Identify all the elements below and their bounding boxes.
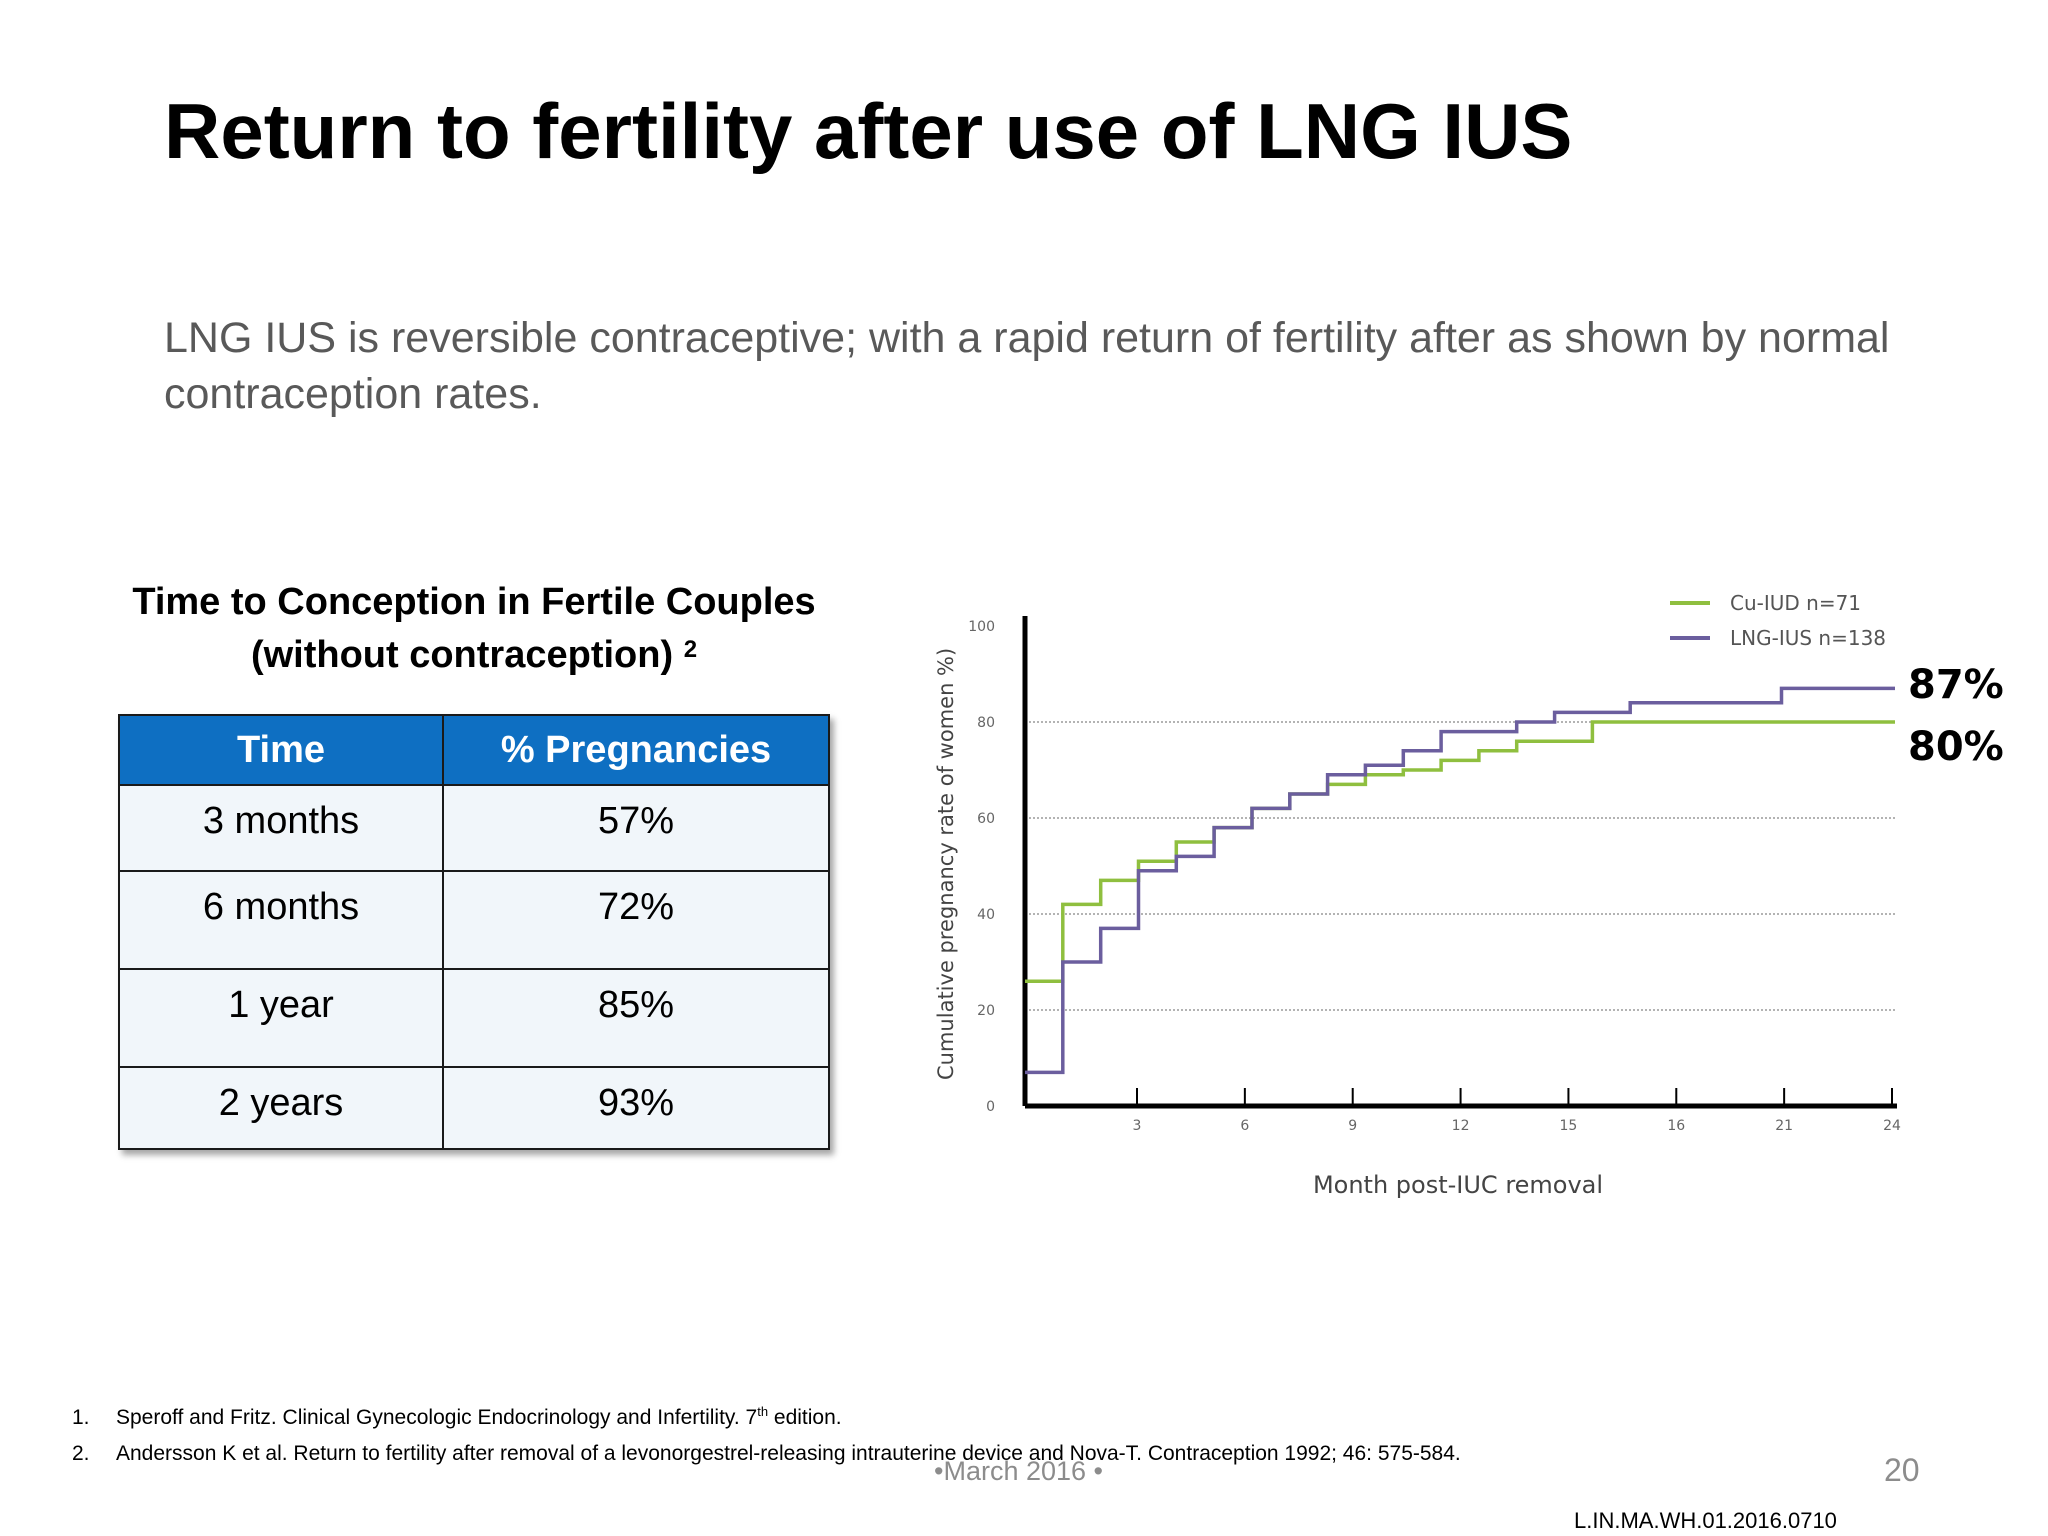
table-header-time: Time bbox=[118, 714, 444, 786]
y-tick-label: 20 bbox=[977, 1003, 995, 1019]
y-tick-label: 100 bbox=[968, 619, 995, 635]
axes-layer: 0 20 40 60 80 100 3 6 9 12 15 16 21 24 bbox=[968, 616, 1901, 1134]
series-line-cu-iud bbox=[1025, 720, 1895, 983]
y-tick-label: 80 bbox=[977, 715, 995, 731]
x-tick-label: 24 bbox=[1883, 1118, 1901, 1134]
x-axis-label: Month post-IUC removal bbox=[1313, 1171, 1603, 1199]
table-caption-ref: 2 bbox=[683, 636, 698, 663]
table-row: 3 months 57% bbox=[118, 784, 830, 872]
table-caption: Time to Conception in Fertile Couples (w… bbox=[118, 578, 830, 679]
x-tick-label: 21 bbox=[1775, 1118, 1793, 1134]
x-tick-label: 15 bbox=[1560, 1118, 1578, 1134]
table-row: 2 years 93% bbox=[118, 1066, 830, 1150]
table-cell-time: 1 year bbox=[118, 968, 444, 1068]
chart-container: 0 20 40 60 80 100 3 6 9 12 15 16 21 24 Cu-IUD n=71 LNG… bbox=[870, 560, 1990, 1240]
page-number: 20 bbox=[1884, 1452, 1920, 1488]
reference-item: 2. Andersson K et al. Return to fertility… bbox=[72, 1436, 1461, 1472]
reference-number: 1. bbox=[72, 1406, 90, 1429]
x-tick-label: 16 bbox=[1667, 1118, 1685, 1134]
series-line-lng-ius bbox=[1025, 686, 1895, 1075]
y-axis-label: Cumulative pregnancy rate of women %) bbox=[934, 648, 958, 1080]
x-tick-label: 3 bbox=[1133, 1118, 1142, 1134]
reference-text: Speroff and Fritz. Clinical Gynecologic … bbox=[116, 1406, 758, 1429]
table-cell-pct: 72% bbox=[442, 870, 830, 970]
reference-number: 2. bbox=[72, 1442, 90, 1465]
table-header-pregnancies: % Pregnancies bbox=[442, 714, 830, 786]
reference-item: 1. Speroff and Fritz. Clinical Gynecologi… bbox=[72, 1394, 1461, 1436]
legend-label: Cu-IUD n=71 bbox=[1730, 591, 1861, 615]
end-label-lng-ius: 87% bbox=[1908, 662, 2004, 708]
end-label-cu-iud: 80% bbox=[1908, 724, 2004, 770]
table-cell-time: 3 months bbox=[118, 784, 444, 872]
references: 1. Speroff and Fritz. Clinical Gynecologi… bbox=[72, 1394, 1461, 1472]
legend-layer: Cu-IUD n=71 LNG-IUS n=138 bbox=[1670, 591, 1886, 650]
footer-date: •March 2016 • bbox=[934, 1456, 1103, 1486]
table-caption-line2-text: (without contraception) bbox=[250, 634, 674, 676]
x-tick-label: 6 bbox=[1240, 1118, 1249, 1134]
table-caption-line2: (without contraception) 2 bbox=[118, 626, 830, 679]
reference-tail: edition. bbox=[768, 1406, 842, 1429]
legend-label: LNG-IUS n=138 bbox=[1730, 626, 1886, 650]
y-tick-label: 60 bbox=[977, 811, 995, 827]
slide-subtitle: LNG IUS is reversible contraceptive; wit… bbox=[164, 314, 1890, 418]
slide-title: Return to fertility after use of LNG IUS bbox=[164, 87, 1573, 175]
table-cell-pct: 85% bbox=[442, 968, 830, 1068]
reference-text: Andersson K et al. Return to fertility a… bbox=[116, 1442, 1461, 1465]
grid-layer bbox=[1025, 721, 1895, 1011]
table-cell-pct: 93% bbox=[442, 1066, 830, 1150]
table-cell-time: 6 months bbox=[118, 870, 444, 970]
table-cell-time: 2 years bbox=[118, 1066, 444, 1150]
table-header-row: Time % Pregnancies bbox=[118, 714, 830, 786]
y-tick-label: 40 bbox=[977, 907, 995, 923]
x-tick-label: 9 bbox=[1348, 1118, 1357, 1134]
y-tick-label: 0 bbox=[986, 1099, 995, 1115]
pregnancy-table: Time % Pregnancies 3 months 57% 6 months… bbox=[118, 714, 830, 1150]
table-cell-pct: 57% bbox=[442, 784, 830, 872]
step-chart: 0 20 40 60 80 100 3 6 9 12 15 16 21 24 Cu-IUD n=71 LNG… bbox=[934, 591, 1901, 1199]
reference-sup: th bbox=[757, 1404, 769, 1419]
table-caption-line1: Time to Conception in Fertile Couples bbox=[132, 581, 816, 623]
x-tick-label: 12 bbox=[1452, 1118, 1470, 1134]
table-row: 6 months 72% bbox=[118, 870, 830, 970]
table-row: 1 year 85% bbox=[118, 968, 830, 1068]
series-layer bbox=[1025, 686, 1895, 1075]
document-code: L.IN.MA.WH.01.2016.0710 bbox=[1574, 1508, 1837, 1533]
